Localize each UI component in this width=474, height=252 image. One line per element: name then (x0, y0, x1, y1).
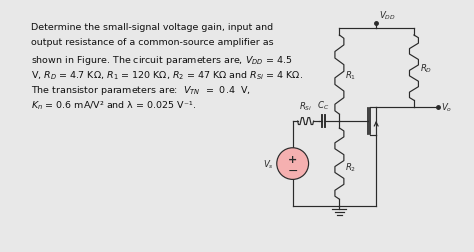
Text: $R_1$: $R_1$ (346, 69, 356, 81)
Text: $R_D$: $R_D$ (420, 62, 432, 75)
Text: +: + (288, 154, 297, 164)
Text: The transistor parameters are:  $V_{TN}$  =  0.4  V,: The transistor parameters are: $V_{TN}$ … (31, 84, 251, 97)
Text: Determine the small-signal voltage gain, input and: Determine the small-signal voltage gain,… (31, 23, 273, 32)
Text: $R_{Si}$: $R_{Si}$ (299, 100, 312, 113)
Text: $R_2$: $R_2$ (346, 161, 356, 173)
Text: shown in Figure. The circuit parameters are, $V_{DD}$ = 4.5: shown in Figure. The circuit parameters … (31, 54, 292, 67)
Text: $V_s$: $V_s$ (263, 158, 274, 170)
Text: $C_C$: $C_C$ (318, 99, 329, 112)
Text: −: − (287, 164, 298, 177)
Circle shape (277, 148, 309, 180)
Text: $K_n$ = 0.6 mA/V² and λ = 0.025 V⁻¹.: $K_n$ = 0.6 mA/V² and λ = 0.025 V⁻¹. (31, 99, 196, 112)
Text: $V_{DD}$: $V_{DD}$ (379, 10, 396, 22)
Text: V, $R_D$ = 4.7 KΩ, $R_1$ = 120 KΩ, $R_2$ = 47 KΩ and $R_{Si}$ = 4 KΩ.: V, $R_D$ = 4.7 KΩ, $R_1$ = 120 KΩ, $R_2$… (31, 69, 303, 81)
Text: output resistance of a common-source amplifier as: output resistance of a common-source amp… (31, 38, 274, 47)
Text: $V_o$: $V_o$ (441, 102, 452, 114)
